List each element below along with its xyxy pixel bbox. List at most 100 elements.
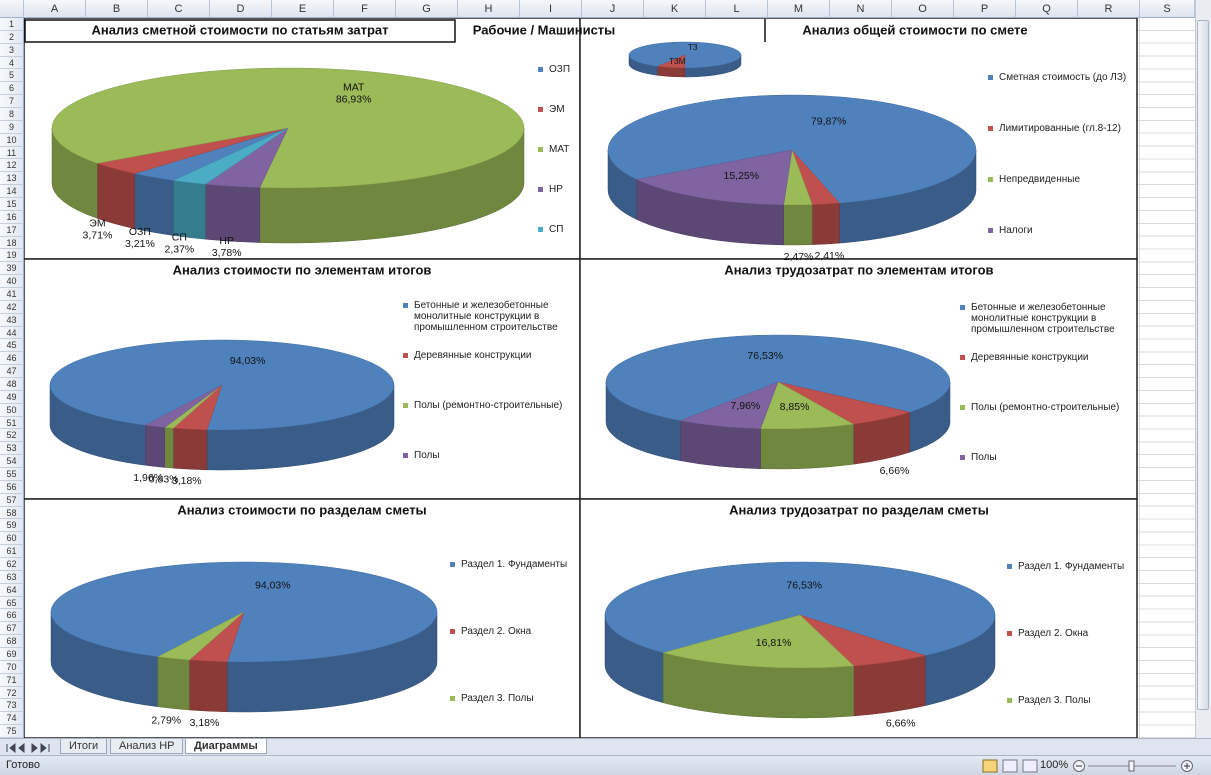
legend-entry[interactable]: Раздел 2. Окна xyxy=(1007,628,1135,639)
legend-entry[interactable]: Раздел 1. Фундаменты xyxy=(450,559,578,570)
row-header[interactable]: 15 xyxy=(0,198,24,211)
row-header[interactable]: 58 xyxy=(0,506,24,520)
row-header[interactable]: 7 xyxy=(0,95,24,108)
legend-entry[interactable]: Сметная стоимость (до ЛЗ) xyxy=(988,72,1133,83)
legend-entry[interactable]: Полы (ремонтно-строительные) xyxy=(403,400,573,411)
row-header[interactable]: 45 xyxy=(0,339,24,353)
zoom-level[interactable]: 100% xyxy=(1040,759,1069,771)
row-header[interactable]: 47 xyxy=(0,365,24,378)
row-header[interactable]: 70 xyxy=(0,660,24,674)
legend-entry[interactable]: Полы xyxy=(960,452,1130,463)
row-header[interactable]: 64 xyxy=(0,583,24,597)
row-header[interactable]: 1 xyxy=(0,18,24,31)
legend-entry[interactable]: Налоги xyxy=(988,225,1133,236)
row-header[interactable]: 74 xyxy=(0,712,24,726)
legend-entry[interactable]: Раздел 3. Полы xyxy=(1007,695,1135,706)
row-header[interactable]: 40 xyxy=(0,275,24,288)
column-header[interactable]: N xyxy=(830,0,892,18)
sheet-tab[interactable]: Итоги xyxy=(60,739,108,754)
column-header[interactable]: L xyxy=(706,0,768,18)
row-header[interactable]: 19 xyxy=(0,249,24,263)
legend-entry[interactable]: ОЗП xyxy=(538,64,578,75)
row-header[interactable]: 8 xyxy=(0,108,24,121)
column-header[interactable]: D xyxy=(210,0,272,18)
legend-entry[interactable]: НР xyxy=(538,184,578,195)
column-header[interactable]: H xyxy=(458,0,520,18)
legend-entry[interactable]: Бетонные и железобетонные монолитные кон… xyxy=(403,300,573,333)
legend-entry[interactable]: ЭМ xyxy=(538,104,578,115)
row-header[interactable]: 71 xyxy=(0,673,24,687)
column-header[interactable]: G xyxy=(396,0,458,18)
row-header[interactable]: 75 xyxy=(0,725,24,738)
column-header[interactable]: I xyxy=(520,0,582,18)
row-header[interactable]: 11 xyxy=(0,146,24,160)
row-header[interactable]: 6 xyxy=(0,82,24,96)
column-header[interactable]: J xyxy=(582,0,644,18)
column-header[interactable]: F xyxy=(334,0,396,18)
row-header[interactable]: 55 xyxy=(0,468,24,481)
legend-entry[interactable]: Бетонные и железобетонные монолитные кон… xyxy=(960,302,1130,335)
column-header[interactable]: A xyxy=(24,0,86,18)
row-header[interactable]: 68 xyxy=(0,635,24,648)
row-header[interactable]: 60 xyxy=(0,532,24,546)
scroll-thumb[interactable] xyxy=(1197,20,1209,710)
legend-entry[interactable]: Полы xyxy=(403,450,573,461)
row-header[interactable]: 5 xyxy=(0,69,24,83)
row-header[interactable]: 12 xyxy=(0,159,24,173)
view-buttons[interactable] xyxy=(982,759,1042,773)
legend-entry[interactable]: МАТ xyxy=(538,144,578,155)
row-header[interactable]: 17 xyxy=(0,223,24,237)
row-header[interactable]: 67 xyxy=(0,622,24,636)
row-header[interactable]: 73 xyxy=(0,699,24,713)
row-header[interactable]: 54 xyxy=(0,455,24,468)
row-header[interactable]: 4 xyxy=(0,56,24,70)
row-header[interactable]: 43 xyxy=(0,313,24,327)
sheet-tab[interactable]: Диаграммы xyxy=(185,739,267,754)
column-header[interactable]: B xyxy=(86,0,148,18)
column-header[interactable]: Q xyxy=(1016,0,1078,18)
row-header[interactable]: 69 xyxy=(0,648,24,661)
row-header[interactable]: 65 xyxy=(0,596,24,610)
row-header[interactable]: 53 xyxy=(0,442,24,456)
legend-entry[interactable]: Лимитированные (гл.8-12) xyxy=(988,123,1133,134)
legend-entry[interactable]: Раздел 1. Фундаменты xyxy=(1007,561,1135,572)
row-header[interactable]: 52 xyxy=(0,429,24,443)
legend-entry[interactable]: СП xyxy=(538,224,578,235)
row-header[interactable]: 2 xyxy=(0,30,24,44)
legend-entry[interactable]: Полы (ремонтно-строительные) xyxy=(960,402,1130,413)
row-header[interactable]: 18 xyxy=(0,236,24,250)
column-header[interactable]: C xyxy=(148,0,210,18)
row-header[interactable]: 46 xyxy=(0,352,24,366)
row-header[interactable]: 48 xyxy=(0,378,24,391)
row-header[interactable]: 42 xyxy=(0,300,24,314)
sheet-tab[interactable]: Анализ НР xyxy=(110,739,184,754)
row-header[interactable]: 10 xyxy=(0,133,24,147)
row-header[interactable]: 14 xyxy=(0,185,24,198)
row-header[interactable]: 16 xyxy=(0,210,24,224)
row-header[interactable]: 57 xyxy=(0,493,24,507)
row-header[interactable]: 66 xyxy=(0,609,24,623)
column-header[interactable]: K xyxy=(644,0,706,18)
row-header[interactable]: 72 xyxy=(0,686,24,700)
row-header[interactable]: 50 xyxy=(0,403,24,417)
tab-nav-arrows[interactable] xyxy=(4,740,60,756)
row-header[interactable]: 56 xyxy=(0,480,24,494)
row-header[interactable]: 39 xyxy=(0,262,24,276)
row-header[interactable]: 49 xyxy=(0,390,24,404)
column-header[interactable]: M xyxy=(768,0,830,18)
column-header[interactable]: P xyxy=(954,0,1016,18)
legend-entry[interactable]: Непредвиденные xyxy=(988,174,1133,185)
column-header[interactable]: O xyxy=(892,0,954,18)
row-header[interactable]: 44 xyxy=(0,326,24,340)
corner-cell[interactable] xyxy=(0,0,24,18)
legend-entry[interactable]: Раздел 2. Окна xyxy=(450,626,578,637)
legend-entry[interactable]: Деревянные конструкции xyxy=(403,350,573,361)
row-header[interactable]: 63 xyxy=(0,570,24,584)
legend-entry[interactable]: Деревянные конструкции xyxy=(960,352,1130,363)
column-header[interactable]: S xyxy=(1140,0,1195,18)
row-header[interactable]: 61 xyxy=(0,545,24,558)
column-header[interactable]: E xyxy=(272,0,334,18)
row-header[interactable]: 62 xyxy=(0,558,24,571)
column-header[interactable]: R xyxy=(1078,0,1140,18)
row-header[interactable]: 3 xyxy=(0,43,24,57)
